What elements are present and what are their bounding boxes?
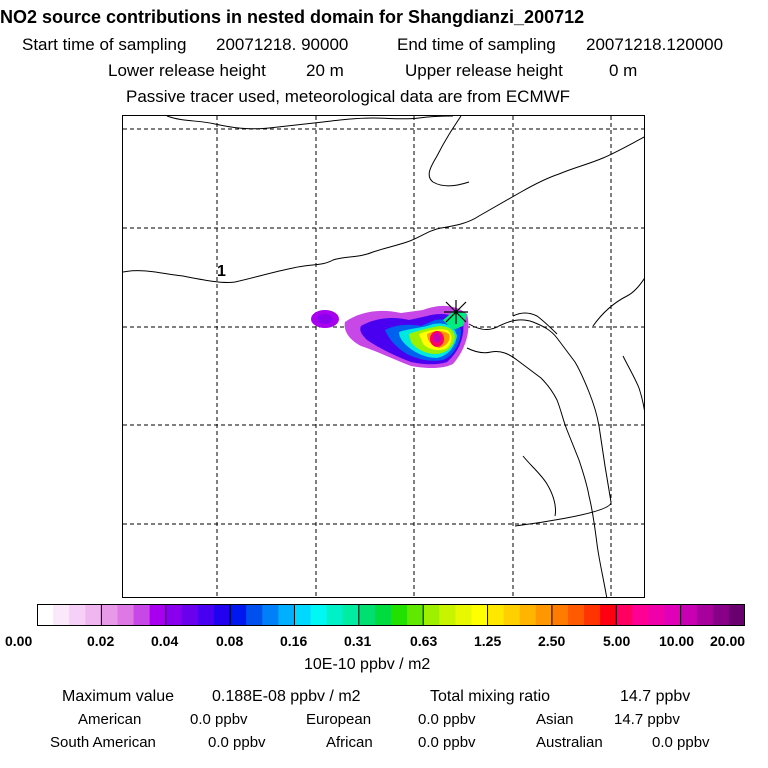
colorbar-swatch: [584, 604, 601, 626]
colorbar-tick: 1.25: [474, 633, 502, 649]
region-name: South American: [50, 734, 156, 751]
colorbar-swatch: [262, 604, 279, 626]
upper-height-value: 0 m: [609, 61, 638, 80]
colorbar-swatch: [551, 604, 569, 626]
colorbar-tick: 20.00: [710, 633, 746, 649]
map-label: 1: [217, 263, 226, 280]
region-value: 0.0 ppbv: [652, 734, 710, 751]
map-canvas: 1: [123, 116, 644, 597]
colorbar-swatch: [391, 604, 408, 626]
colorbar-tick: 0.00: [5, 633, 33, 649]
region-value: 0.0 ppbv: [190, 711, 248, 728]
colorbar-swatch: [471, 604, 489, 626]
colorbar-swatch: [407, 604, 424, 626]
colorbar-swatch: [664, 604, 682, 626]
colorbar-swatch: [600, 604, 617, 626]
colorbar-swatch: [37, 604, 54, 626]
colorbar-tick: 5.00: [603, 633, 631, 649]
region-value: 0.0 ppbv: [208, 734, 266, 751]
colorbar-swatch: [149, 604, 167, 626]
colorbar-swatch: [358, 604, 376, 626]
colorbar-swatch: [455, 604, 472, 626]
region-value: 0.0 ppbv: [418, 734, 476, 751]
colorbar-swatch: [712, 604, 730, 626]
end-time-value: 20071218.120000: [586, 35, 724, 54]
colorbar-swatch: [197, 604, 215, 626]
upper-height-label: Upper release height: [405, 61, 563, 80]
region-value: 0.0 ppbv: [418, 711, 476, 728]
colorbar-swatch: [648, 604, 666, 626]
colorbar-swatch: [487, 604, 505, 626]
region-name: American: [78, 711, 142, 728]
colorbar-swatch: [616, 604, 633, 626]
colorbar-swatch: [326, 604, 344, 626]
end-time-label: End time of sampling: [397, 35, 556, 54]
grid-lines: [123, 116, 644, 597]
start-time-label: Start time of sampling: [22, 35, 187, 54]
total-mixing-value: 14.7 ppbv: [620, 688, 691, 705]
colorbar-swatch: [294, 604, 312, 626]
colorbar-tick: 0.31: [344, 633, 372, 649]
colorbar-border: [37, 604, 745, 626]
colorbar-swatch: [728, 604, 745, 626]
colorbar-swatch: [69, 604, 86, 626]
lower-height-value: 20 m: [306, 61, 344, 80]
start-time-value: 20071218. 90000: [216, 35, 349, 54]
colorbar-swatch: [101, 604, 118, 626]
colorbar-swatch: [246, 604, 263, 626]
colorbar-swatch: [632, 604, 649, 626]
colorbar-swatch: [278, 604, 295, 626]
colorbar-swatch: [117, 604, 135, 626]
total-mixing-label: Total mixing ratio: [430, 688, 551, 705]
source-marker-icon: [444, 300, 468, 324]
colorbar-swatch: [310, 604, 328, 626]
region-name: Australian: [536, 734, 603, 751]
colorbar-tick: 0.63: [410, 633, 438, 649]
colorbar-swatch: [696, 604, 714, 626]
colorbar-swatch: [680, 604, 698, 626]
colorbar-swatch: [85, 604, 102, 626]
max-value: 0.188E-08 ppbv / m2: [212, 688, 361, 705]
colorbar-swatch: [342, 604, 360, 626]
max-value-label: Maximum value: [62, 688, 175, 705]
colorbar-swatch: [165, 604, 183, 626]
chart-title: NO2 source contributions in nested domai…: [0, 7, 585, 27]
region-name: Asian: [536, 711, 574, 728]
colorbar-swatch: [519, 604, 537, 626]
colorbar-tick: 0.02: [87, 633, 115, 649]
tracer-note: Passive tracer used, meteorological data…: [126, 87, 571, 106]
colorbar-tick: 0.04: [151, 633, 179, 649]
colorbar-swatch: [230, 604, 247, 626]
colorbar-tick: 0.08: [216, 633, 244, 649]
colorbar-swatch: [535, 604, 553, 626]
colorbar-swatch: [423, 604, 440, 626]
colorbar-swatch: [568, 604, 585, 626]
region-name: European: [306, 711, 372, 728]
colorbar-tick: 10.00: [659, 633, 695, 649]
colorbar-swatch: [133, 604, 151, 626]
colorbar: [37, 604, 745, 626]
map-panel: 1: [122, 115, 645, 598]
colorbar-swatch: [53, 604, 70, 626]
concentration-plume: [311, 305, 469, 368]
region-name: African: [326, 734, 373, 751]
colorbar-swatch: [214, 604, 231, 626]
colorbar-swatch: [503, 604, 521, 626]
region-value: 14.7 ppbv: [614, 711, 680, 728]
colorbar-tick: 0.16: [280, 633, 308, 649]
coastlines: [123, 116, 644, 597]
colorbar-swatch: [181, 604, 199, 626]
colorbar-unit: 10E-10 ppbv / m2: [304, 656, 431, 673]
colorbar-swatch: [374, 604, 392, 626]
lower-height-label: Lower release height: [108, 61, 266, 80]
colorbar-tick: 2.50: [538, 633, 566, 649]
colorbar-swatch: [439, 604, 456, 626]
